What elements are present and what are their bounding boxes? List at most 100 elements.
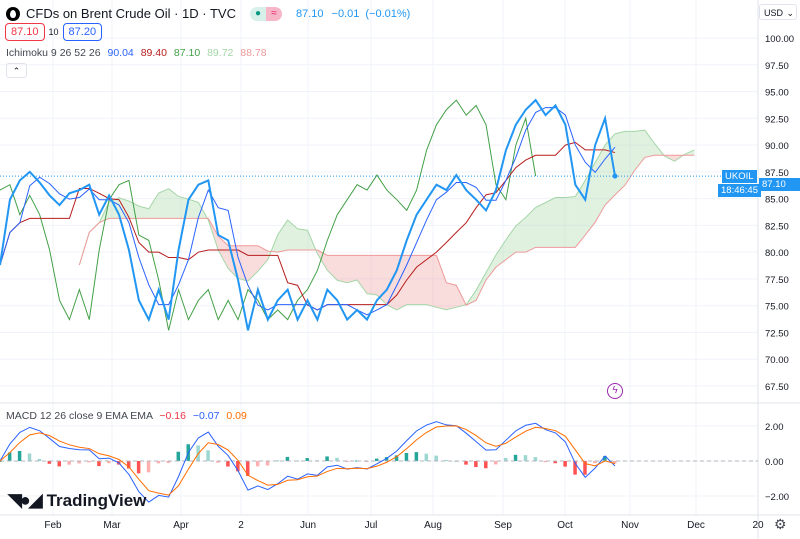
macd-histogram-bar bbox=[374, 458, 379, 461]
cloud-segment bbox=[495, 239, 506, 268]
span-a-value: 89.72 bbox=[207, 47, 234, 59]
price-tick: 85.00 bbox=[765, 195, 789, 206]
trade-buttons: 87.10 10 87.20 bbox=[5, 23, 103, 41]
price-change-pct: (−0.01%) bbox=[365, 7, 411, 20]
price-tick: 75.00 bbox=[765, 302, 789, 313]
cloud-segment bbox=[515, 217, 526, 253]
settings-gear-icon[interactable]: ⚙ bbox=[774, 516, 787, 532]
brand-name: TradingView bbox=[46, 490, 147, 510]
cloud-segment bbox=[416, 255, 427, 305]
cloud-segment bbox=[436, 255, 447, 310]
time-tick: 2 bbox=[238, 520, 244, 531]
macd-histogram-bar bbox=[503, 457, 508, 461]
macd-histogram-bar bbox=[474, 461, 478, 468]
macd-histogram-bar bbox=[97, 461, 101, 467]
macd-legend[interactable]: MACD 12 26 close 9 EMA EMA −0.16 −0.07 0… bbox=[6, 410, 247, 422]
base-value: 89.40 bbox=[140, 47, 167, 59]
lagging-span-line bbox=[0, 99, 537, 331]
macd-histogram-bar bbox=[613, 461, 617, 464]
cloud-segment bbox=[357, 255, 368, 294]
cloud-segment bbox=[525, 207, 536, 253]
macd-histogram-bar bbox=[603, 456, 607, 461]
time-tick: Jul bbox=[365, 520, 378, 531]
macd-histogram-bar bbox=[285, 456, 290, 461]
time-tick: Mar bbox=[103, 520, 121, 531]
macd-histogram-bar bbox=[543, 461, 548, 463]
cloud-segment bbox=[337, 255, 348, 283]
ichimoku-legend[interactable]: Ichimoku 9 26 52 26 90.04 89.40 87.10 89… bbox=[6, 47, 267, 59]
macd-name: MACD 12 26 close 9 EMA EMA bbox=[6, 410, 153, 422]
time-tick: Nov bbox=[621, 520, 639, 531]
cloud-segment bbox=[406, 255, 417, 305]
macd-histogram-bar bbox=[67, 461, 71, 465]
macd-histogram-bar bbox=[176, 451, 181, 461]
time-tick: Oct bbox=[557, 520, 573, 531]
cloud-segment bbox=[158, 188, 169, 219]
cloud-segment bbox=[486, 254, 496, 281]
collapse-legend-button[interactable]: ⌃ bbox=[6, 63, 27, 78]
price-line bbox=[0, 98, 616, 331]
chevron-up-icon: ⌃ bbox=[12, 66, 21, 76]
macd-histogram-bar bbox=[37, 458, 42, 461]
cloud-segment bbox=[644, 130, 655, 158]
chevron-down-icon: ⌄ bbox=[786, 8, 794, 18]
cloud-segment bbox=[545, 197, 556, 248]
macd-histogram-bar bbox=[27, 453, 32, 461]
macd-histogram-bar bbox=[77, 461, 81, 464]
cloud-segment bbox=[148, 192, 159, 219]
macd-histogram-bar bbox=[136, 461, 141, 474]
macd-histogram-bar bbox=[156, 461, 161, 464]
price-tick: 87.50 bbox=[765, 168, 789, 179]
time-tick: Apr bbox=[173, 520, 189, 531]
tv-logo-icon: ◥●◢ bbox=[8, 490, 43, 510]
macd-histogram-bar bbox=[444, 459, 448, 461]
macd-histogram-bar bbox=[394, 455, 399, 461]
macd-histogram-bar bbox=[355, 460, 359, 462]
cloud-segment bbox=[287, 220, 298, 251]
macd-histogram-bar bbox=[384, 457, 389, 461]
macd-histogram-bar bbox=[146, 461, 151, 473]
span-b-line bbox=[78, 154, 695, 306]
time-tick: Feb bbox=[44, 520, 62, 531]
cloud-segment bbox=[347, 255, 358, 283]
tradingview-logo[interactable]: ◥●◢ TradingView bbox=[8, 490, 146, 511]
cloud-segment bbox=[218, 236, 229, 269]
macd-tick: −2.00 bbox=[765, 492, 789, 503]
macd-histogram-bar bbox=[265, 461, 270, 466]
buy-button[interactable]: 87.20 bbox=[62, 23, 103, 41]
price-tick: 97.50 bbox=[765, 61, 789, 72]
macd-histogram-bar bbox=[107, 461, 111, 464]
cloud-segment bbox=[297, 228, 308, 251]
time-tick: Sep bbox=[494, 520, 512, 531]
price-tick: 100.00 bbox=[765, 34, 794, 45]
macd-histogram-bar bbox=[47, 461, 52, 464]
macd-histogram-bar bbox=[126, 461, 131, 469]
macd-histogram-bar bbox=[533, 457, 538, 461]
cloud-segment bbox=[257, 245, 268, 272]
sell-button[interactable]: 87.10 bbox=[5, 23, 45, 41]
symbol-title[interactable]: CFDs on Brent Crude Oil · 1D · TVC bbox=[26, 6, 236, 21]
macd-histogram-bar bbox=[275, 460, 280, 462]
price-tick: 92.50 bbox=[765, 114, 789, 125]
macd-tick: 2.00 bbox=[765, 422, 784, 433]
cloud-segment bbox=[267, 234, 278, 260]
macd-histogram-bar bbox=[57, 461, 62, 467]
lagging-value: 87.10 bbox=[173, 47, 201, 59]
cloud-segment bbox=[138, 206, 149, 219]
macd-histogram-bar bbox=[305, 458, 309, 461]
price-tick: 95.00 bbox=[765, 88, 789, 99]
lightning-event-icon[interactable]: ϟ bbox=[607, 383, 623, 399]
cloud-segment bbox=[109, 197, 120, 219]
last-price-dot bbox=[612, 173, 618, 179]
last-price: 87.10 bbox=[295, 7, 324, 20]
cloud-segment bbox=[624, 131, 635, 186]
market-status[interactable]: ● ≈ bbox=[249, 6, 282, 21]
signal-value: 0.09 bbox=[226, 410, 247, 422]
macd-histogram-bar bbox=[7, 452, 12, 461]
currency-select[interactable]: USD ⌄ bbox=[759, 4, 797, 20]
cloud-segment bbox=[247, 245, 258, 282]
price-tick: 67.50 bbox=[765, 382, 789, 393]
cloud-segment bbox=[505, 225, 516, 260]
time-tick: Aug bbox=[424, 520, 442, 531]
